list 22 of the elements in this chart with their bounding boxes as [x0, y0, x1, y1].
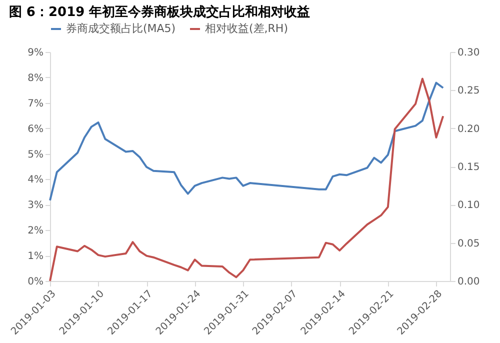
y2-tick-label: 0.20 — [458, 124, 480, 135]
chart-title: 图 6：2019 年初至今券商板块成交占比和相对收益 — [8, 4, 310, 20]
line-series — [49, 78, 444, 282]
y-tick-label: 2% — [28, 226, 44, 237]
y-tick-label: 8% — [28, 72, 44, 84]
y-tick-label: 3% — [28, 200, 44, 212]
y-tick-label: 7% — [28, 98, 44, 110]
y2-tick-label: 0.15 — [458, 162, 480, 173]
y-tick-label: 0% — [28, 276, 44, 288]
legend-label: 券商成交额占比(MA5) — [66, 22, 176, 35]
y-tick-label: 1% — [28, 251, 44, 262]
y2-tick-label: 0.05 — [458, 238, 480, 250]
y2-tick-label: 0.00 — [458, 276, 480, 288]
legend-label: 相对收益(差,RH) — [205, 22, 288, 35]
y-tick-label: 4% — [28, 174, 44, 186]
y2-tick-label: 0.30 — [458, 48, 480, 58]
y-tick-label: 9% — [28, 48, 44, 58]
y2-tick-label: 0.25 — [458, 86, 480, 97]
y-tick-label: 5% — [28, 149, 44, 160]
y2-tick-label: 0.10 — [458, 200, 480, 212]
line-series — [49, 82, 444, 202]
y-tick-label: 6% — [28, 124, 44, 135]
